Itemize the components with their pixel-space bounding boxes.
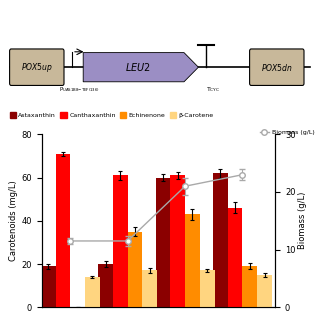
FancyBboxPatch shape [10, 49, 64, 85]
Text: $\it{LEU2}$: $\it{LEU2}$ [124, 61, 151, 73]
Bar [156, 178, 170, 307]
Bar [128, 232, 142, 307]
Y-axis label: Biomass (g/L): Biomass (g/L) [298, 192, 307, 250]
Text: $\mathrm{T_{CYC}}$: $\mathrm{T_{CYC}}$ [206, 85, 220, 94]
Bar [142, 270, 157, 307]
Y-axis label: Carotenoids (mg/L): Carotenoids (mg/L) [10, 180, 19, 261]
Bar [85, 277, 100, 307]
Bar [98, 264, 113, 307]
Text: $\it{POX5dn}$: $\it{POX5dn}$ [261, 62, 293, 73]
Bar [257, 275, 272, 307]
Legend: Biomass (g/L): Biomass (g/L) [257, 127, 317, 138]
Bar [113, 175, 128, 307]
FancyArrow shape [83, 52, 198, 82]
Bar [56, 154, 70, 307]
Bar [228, 208, 243, 307]
Bar [41, 266, 56, 307]
FancyBboxPatch shape [250, 49, 304, 85]
Bar [213, 173, 228, 307]
Text: $\mathrm{P_{UAS1B8\mathit{-}TEF(136)}}$: $\mathrm{P_{UAS1B8\mathit{-}TEF(136)}}$ [60, 85, 100, 93]
Text: $\it{POX5up}$: $\it{POX5up}$ [21, 61, 53, 74]
Bar [243, 266, 257, 307]
Bar [185, 214, 200, 307]
Bar [170, 175, 185, 307]
Bar [200, 270, 214, 307]
